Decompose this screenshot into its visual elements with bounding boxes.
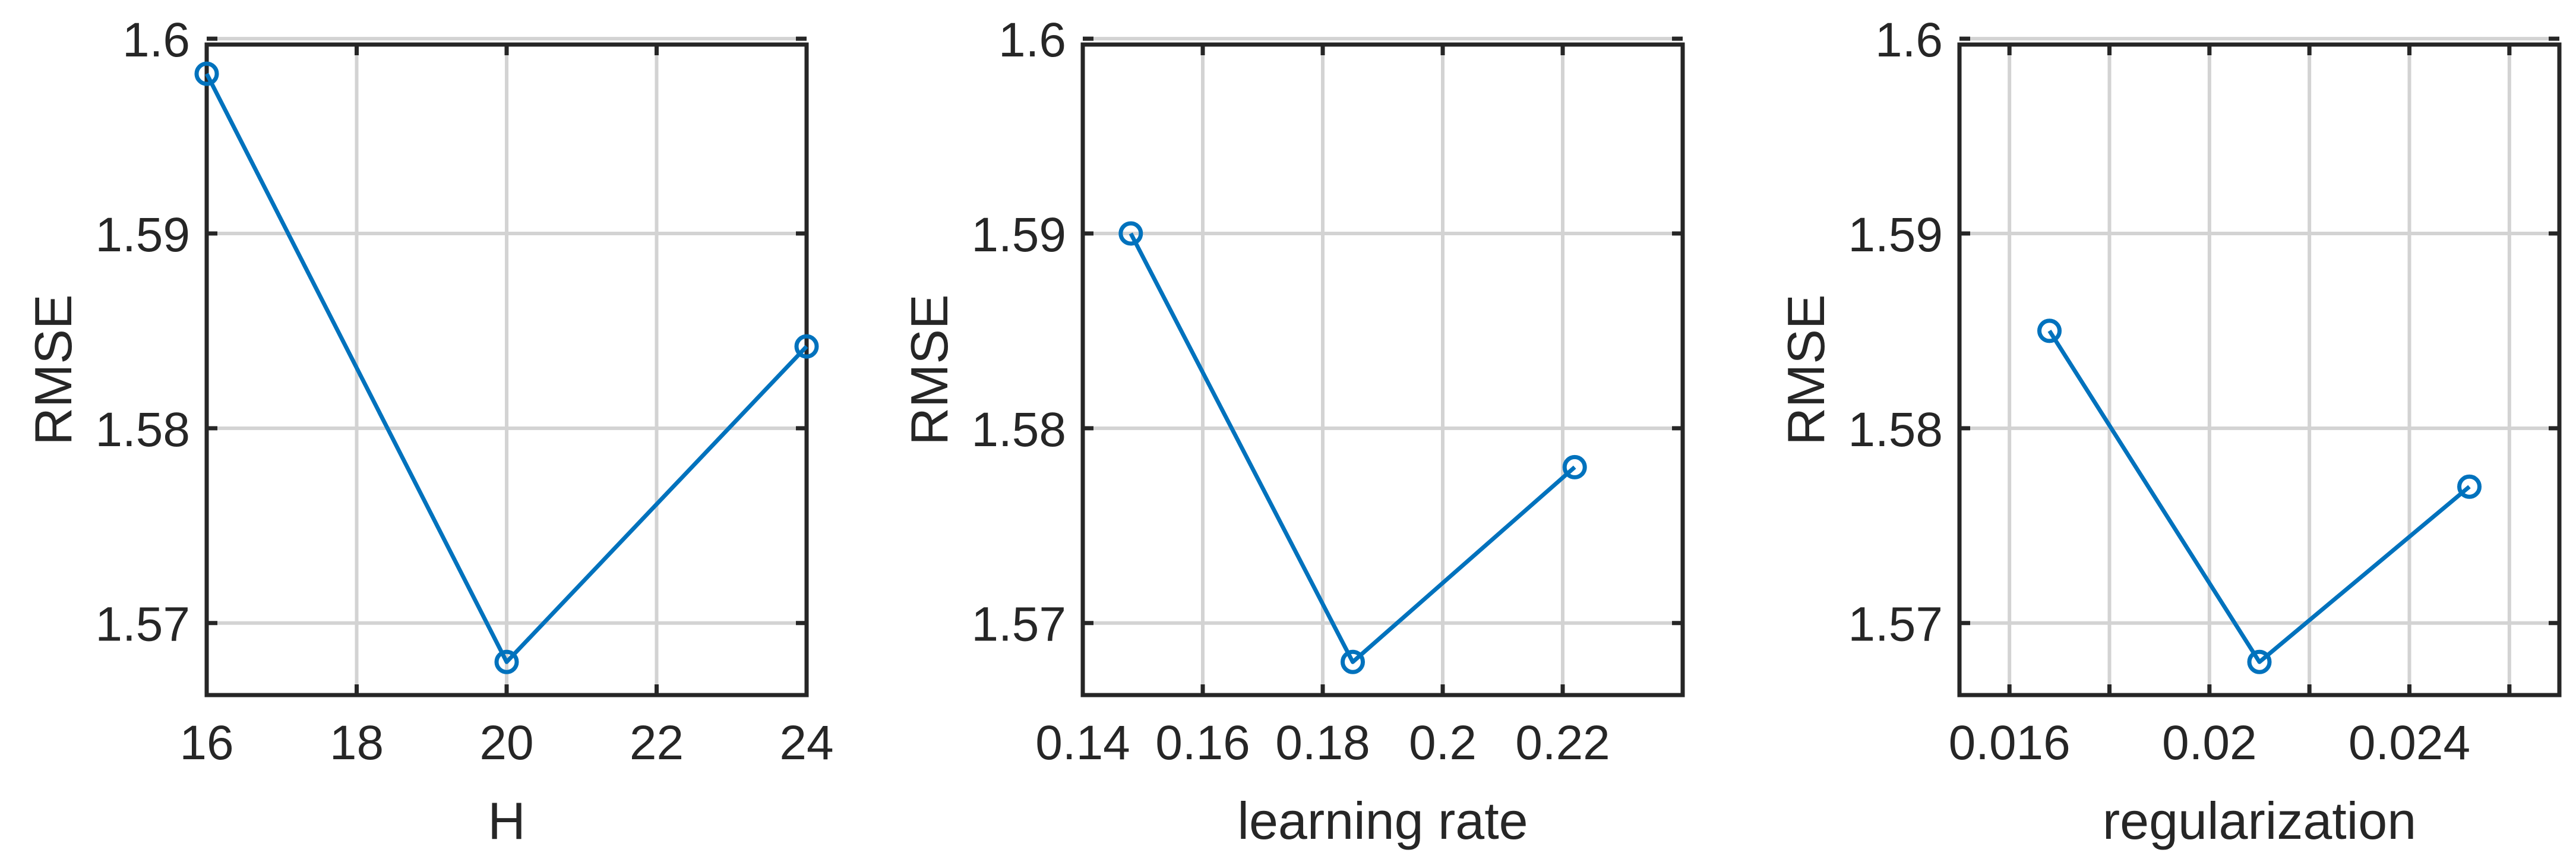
x-tick-label: 0.016 [1949, 716, 2071, 770]
y-tick-label: 1.6 [1875, 13, 1943, 67]
axes-frame [1957, 42, 2562, 697]
x-tick-label: 16 [179, 716, 233, 770]
x-tick-label: 18 [330, 716, 384, 770]
axes-frame [1080, 42, 1685, 697]
x-axis-label: learning rate [1237, 791, 1528, 850]
x-tick-label: 0.18 [1275, 716, 1370, 770]
data-point-marker [1341, 649, 1365, 674]
x-tick-label: 0.2 [1409, 716, 1477, 770]
x-axis-label: H [488, 791, 526, 850]
series-line [2047, 330, 2471, 664]
y-tick-label: 1.57 [1848, 598, 1943, 652]
y-tick-label: 1.57 [971, 598, 1066, 652]
x-axis-label: regularization [2103, 791, 2416, 850]
x-tick-label: 0.16 [1155, 716, 1250, 770]
data-point-marker [494, 649, 519, 674]
y-tick-label: 1.59 [1848, 208, 1943, 262]
x-tick-label: 0.14 [1035, 716, 1130, 770]
chart-panel-1: 16 18 20 22 24 1.57 1.58 1.59 1.6 H RMSE [24, 13, 834, 850]
series-line [1129, 232, 1576, 664]
x-tick-label: 0.22 [1515, 716, 1610, 770]
y-tick-label: 1.59 [95, 208, 190, 262]
chart-panel-2: 0.14 0.16 0.18 0.2 0.22 1.57 1.58 1.59 1.6 learni… [900, 13, 1685, 850]
y-tick-label: 1.58 [95, 403, 190, 457]
x-tick-label: 22 [630, 716, 684, 770]
data-point-marker [2247, 649, 2272, 674]
data-point-marker [2037, 318, 2062, 343]
series-line [204, 72, 808, 664]
y-tick-label: 1.59 [971, 208, 1066, 262]
y-tick-label: 1.58 [971, 403, 1066, 457]
x-tick-label: 0.024 [2349, 716, 2470, 770]
y-axis-label: RMSE [900, 294, 959, 445]
data-point-marker [2457, 474, 2482, 499]
x-tick-label: 24 [779, 716, 833, 770]
data-point-marker [1562, 454, 1587, 479]
y-tick-label: 1.58 [1848, 403, 1943, 457]
data-point-marker [1118, 221, 1143, 246]
y-axis-label: RMSE [24, 294, 83, 445]
chart-panel-3: 0.016 0.02 0.024 1.57 1.58 1.59 1.6 regularizat… [1777, 13, 2562, 850]
y-axis-label: RMSE [1777, 294, 1835, 445]
x-tick-label: 0.02 [2162, 716, 2257, 770]
y-tick-label: 1.6 [998, 13, 1066, 67]
data-point-marker [794, 334, 819, 359]
y-tick-label: 1.57 [95, 598, 190, 652]
data-point-marker [194, 61, 219, 86]
x-tick-label: 20 [479, 716, 533, 770]
y-tick-label: 1.6 [122, 13, 190, 67]
